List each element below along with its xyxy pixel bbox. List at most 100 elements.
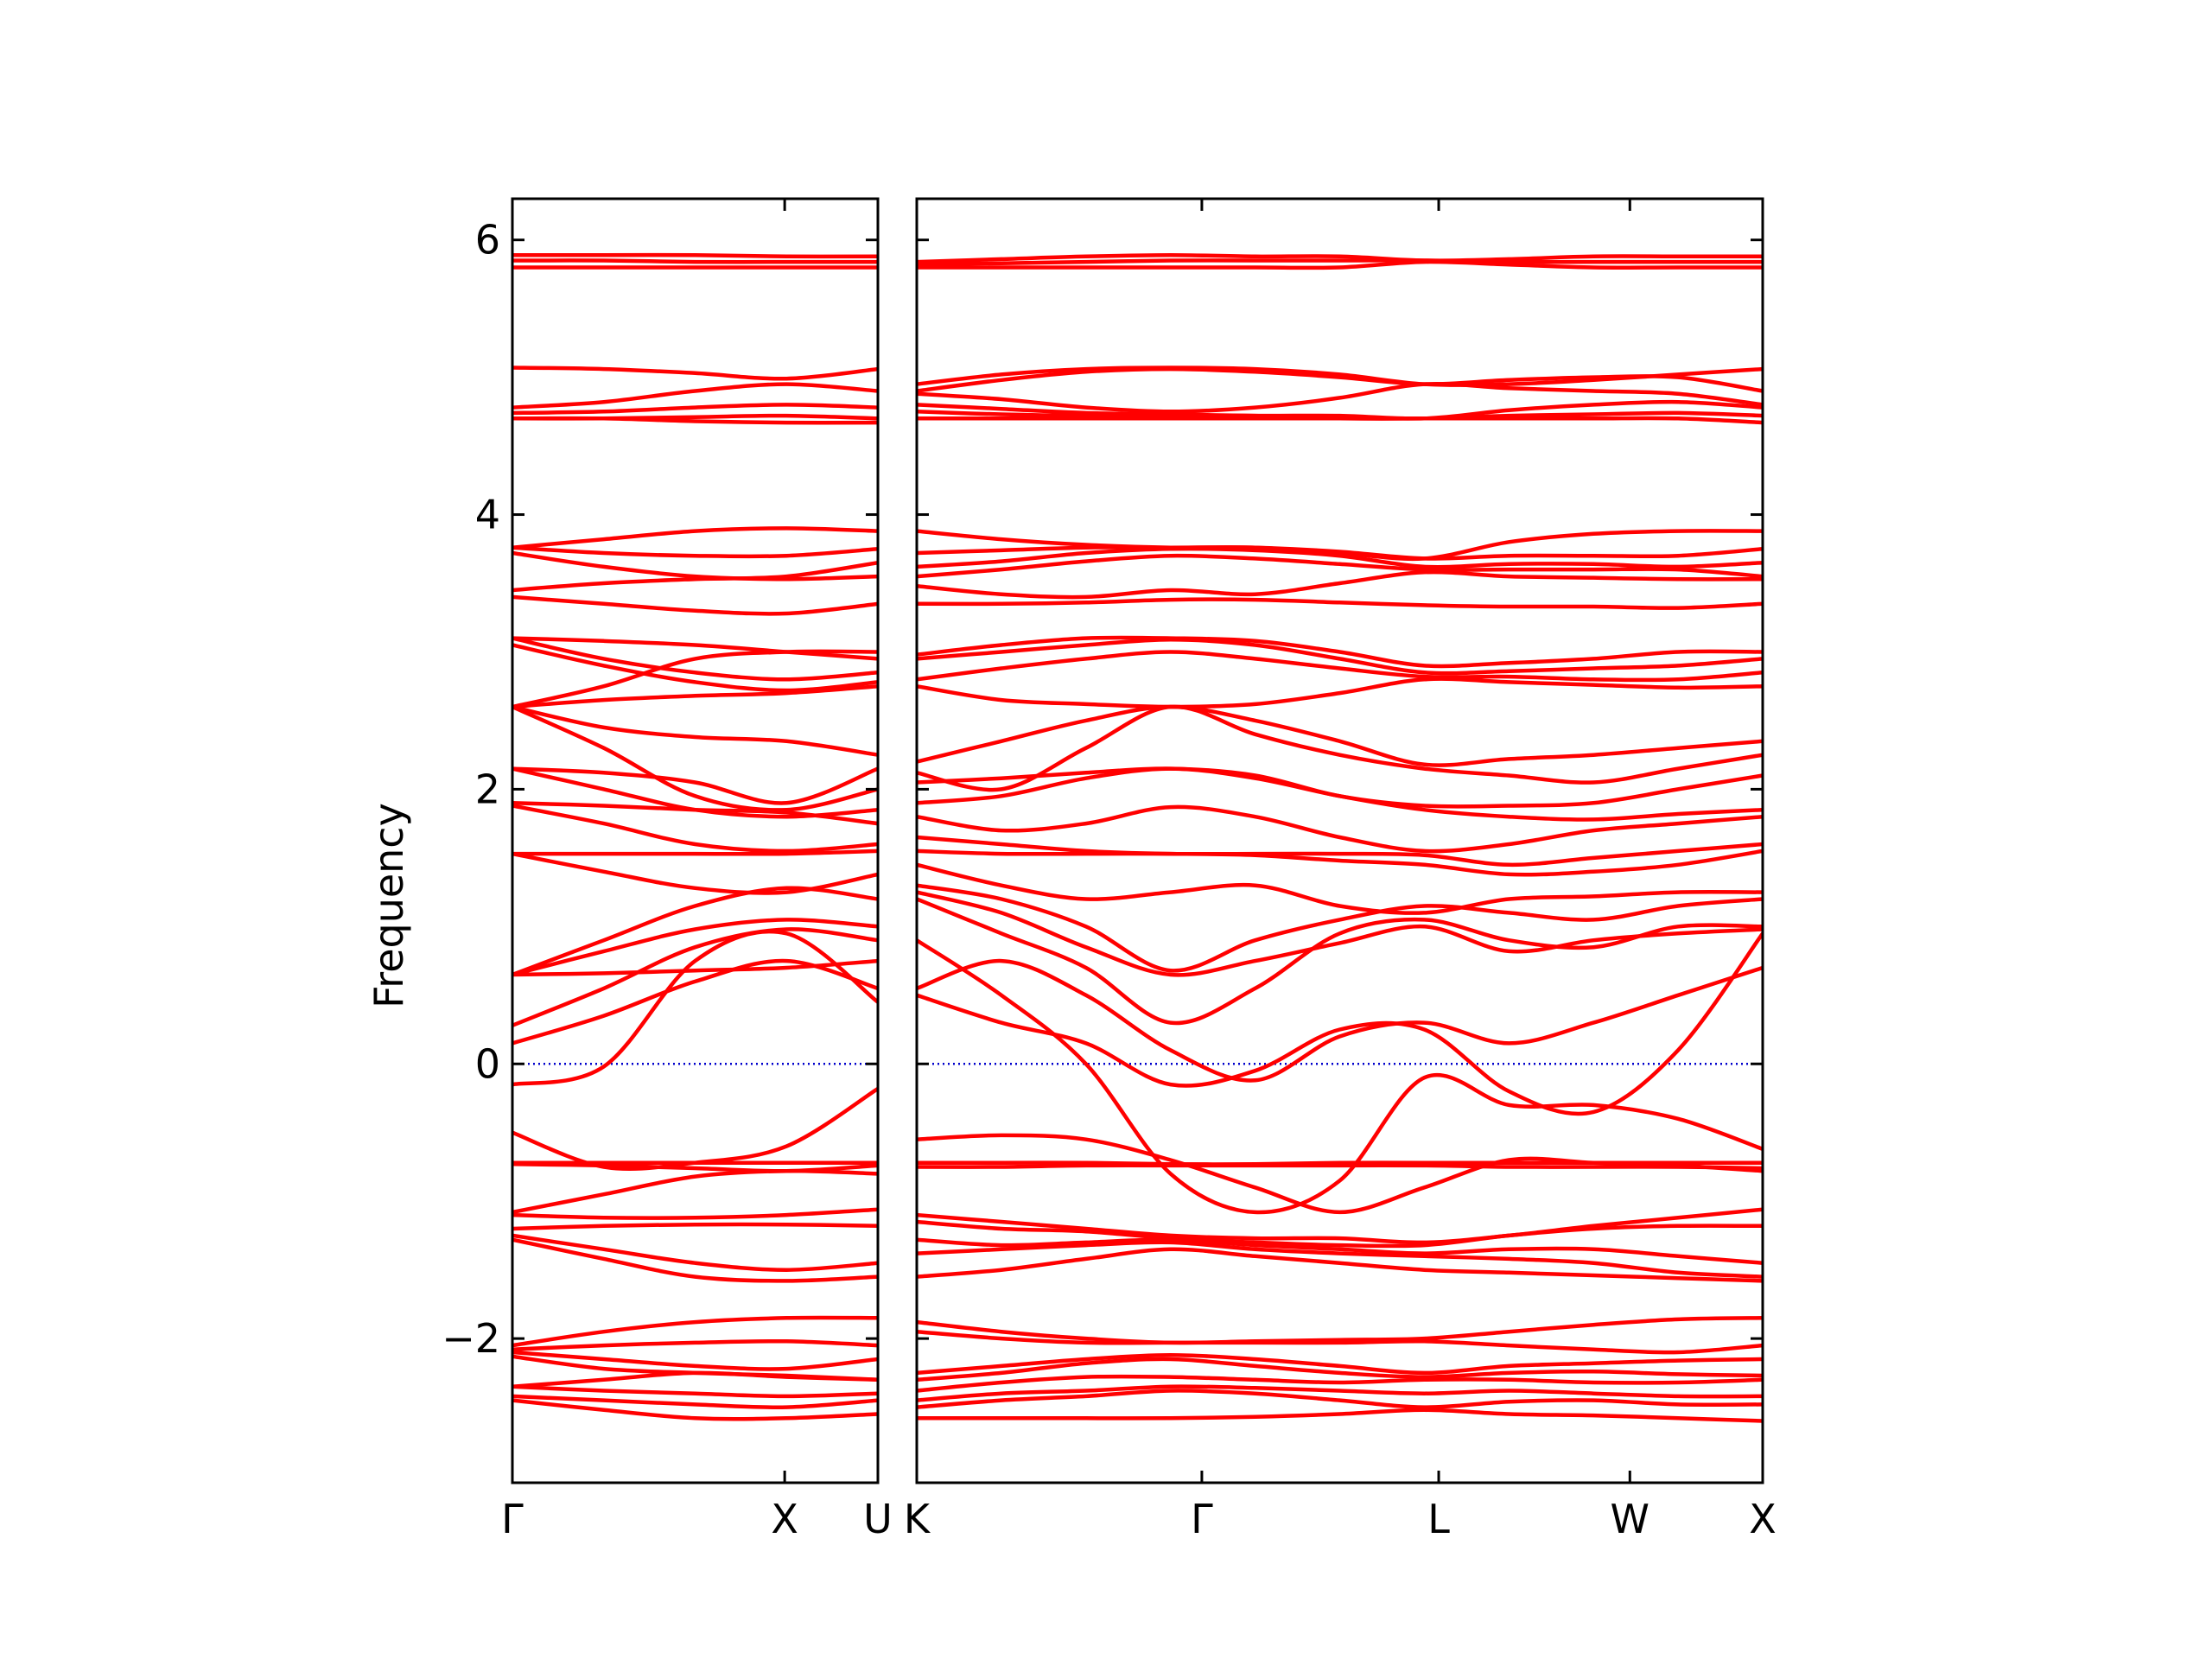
band-line-11 xyxy=(512,550,878,582)
band-line-19 xyxy=(512,704,878,757)
band-line-11 xyxy=(917,545,1763,561)
band-line-21 xyxy=(917,704,1763,792)
band-line-40 xyxy=(917,1240,1763,1279)
band-line-46 xyxy=(512,1384,878,1399)
band-line-39 xyxy=(512,1233,878,1272)
band-line-10 xyxy=(512,545,878,559)
band-line-27 xyxy=(512,886,878,977)
y-tick-label: 6 xyxy=(475,217,500,264)
y-tick-label: 4 xyxy=(475,492,500,538)
band-line-13 xyxy=(917,553,1763,579)
band-line-20 xyxy=(512,704,878,812)
band-line-15 xyxy=(917,597,1763,610)
band-line-23 xyxy=(917,766,1763,822)
band-line-38 xyxy=(917,1219,1763,1249)
band-line-3 xyxy=(917,259,1763,270)
band-line-41 xyxy=(512,1315,878,1348)
band-line-30 xyxy=(917,897,1763,1026)
x-tick-label: W xyxy=(1611,1496,1649,1542)
band-line-31 xyxy=(917,958,1763,1083)
band-line-1 xyxy=(917,252,1763,264)
band-line-1 xyxy=(512,252,878,259)
x-tick-label: Γ xyxy=(1191,1496,1213,1542)
band-line-12 xyxy=(512,560,878,593)
band-line-36 xyxy=(917,1133,1763,1215)
band-line-2 xyxy=(917,258,1763,267)
band-line-24 xyxy=(917,804,1763,854)
x-tick-label: U xyxy=(863,1496,893,1542)
band-line-42 xyxy=(917,1316,1763,1345)
band-line-44 xyxy=(917,1352,1763,1376)
band-line-18 xyxy=(512,683,878,709)
x-tick-label: K xyxy=(904,1496,931,1542)
band-line-16 xyxy=(917,635,1763,669)
band-line-48 xyxy=(917,1389,1763,1409)
band-line-5 xyxy=(512,382,878,410)
band-line-28 xyxy=(512,918,878,977)
x-tick-label: X xyxy=(1749,1496,1777,1542)
band-line-36 xyxy=(512,1168,878,1215)
band-line-5 xyxy=(917,366,1763,393)
y-tick-label: −2 xyxy=(442,1315,500,1362)
band-line-30 xyxy=(512,927,878,1028)
plot-frame xyxy=(915,197,1764,1484)
band-line-46 xyxy=(917,1374,1763,1393)
band-line-41 xyxy=(917,1247,1763,1283)
band-line-14 xyxy=(917,569,1763,600)
band-line-17 xyxy=(512,649,878,709)
band-line-19 xyxy=(917,677,1763,709)
band-line-25 xyxy=(512,849,878,856)
band-line-40 xyxy=(512,1237,878,1283)
band-line-14 xyxy=(512,636,878,661)
band-lines xyxy=(512,252,878,1421)
band-line-16 xyxy=(512,643,878,693)
x-tick-label: X xyxy=(771,1496,798,1542)
plot-frame xyxy=(511,197,880,1484)
band-line-7 xyxy=(917,399,1763,421)
x-tick-label: Γ xyxy=(501,1496,524,1542)
band-line-15 xyxy=(512,636,878,682)
band-line-43 xyxy=(512,1350,878,1371)
y-tick-label: 0 xyxy=(475,1040,500,1087)
band-lines xyxy=(917,252,1763,1423)
band-line-32 xyxy=(917,931,1763,1116)
y-tick-label: 2 xyxy=(475,766,500,812)
band-line-9 xyxy=(512,526,878,550)
y-axis-label: Frequency xyxy=(365,803,412,1008)
band-line-25 xyxy=(917,835,1763,868)
band-line-48 xyxy=(512,1398,878,1421)
band-line-49 xyxy=(917,1408,1763,1423)
band-line-6 xyxy=(917,381,1763,414)
band-line-37 xyxy=(917,1207,1763,1245)
band-line-33 xyxy=(917,938,1763,1215)
band-line-8 xyxy=(512,416,878,425)
band-line-37 xyxy=(512,1207,878,1220)
band-line-4 xyxy=(512,365,878,381)
band-line-35 xyxy=(917,1163,1763,1171)
band-line-2 xyxy=(512,258,878,264)
band-line-24 xyxy=(512,804,878,854)
band-line-17 xyxy=(917,637,1763,676)
band-line-32 xyxy=(512,929,878,1087)
band-line-47 xyxy=(512,1394,878,1409)
panels-layer: Γ X U K Γ L W X −2 0 2 4 6 xyxy=(442,197,1777,1542)
band-line-13 xyxy=(512,594,878,616)
band-line-38 xyxy=(512,1222,878,1231)
x-tick-label: L xyxy=(1427,1496,1450,1542)
band-line-9 xyxy=(917,416,1763,425)
band-line-39 xyxy=(917,1237,1763,1265)
band-line-45 xyxy=(512,1370,878,1389)
band-line-21 xyxy=(512,766,878,805)
band-line-45 xyxy=(917,1357,1763,1382)
band-line-20 xyxy=(917,704,1763,767)
band-line-27 xyxy=(917,862,1763,915)
band-line-47 xyxy=(917,1384,1763,1402)
band-line-18 xyxy=(917,650,1763,683)
band-line-26 xyxy=(512,851,878,895)
band-line-31 xyxy=(512,958,878,1046)
band-line-29 xyxy=(917,890,1763,977)
band-line-23 xyxy=(512,801,878,826)
band-line-33 xyxy=(512,1086,878,1172)
